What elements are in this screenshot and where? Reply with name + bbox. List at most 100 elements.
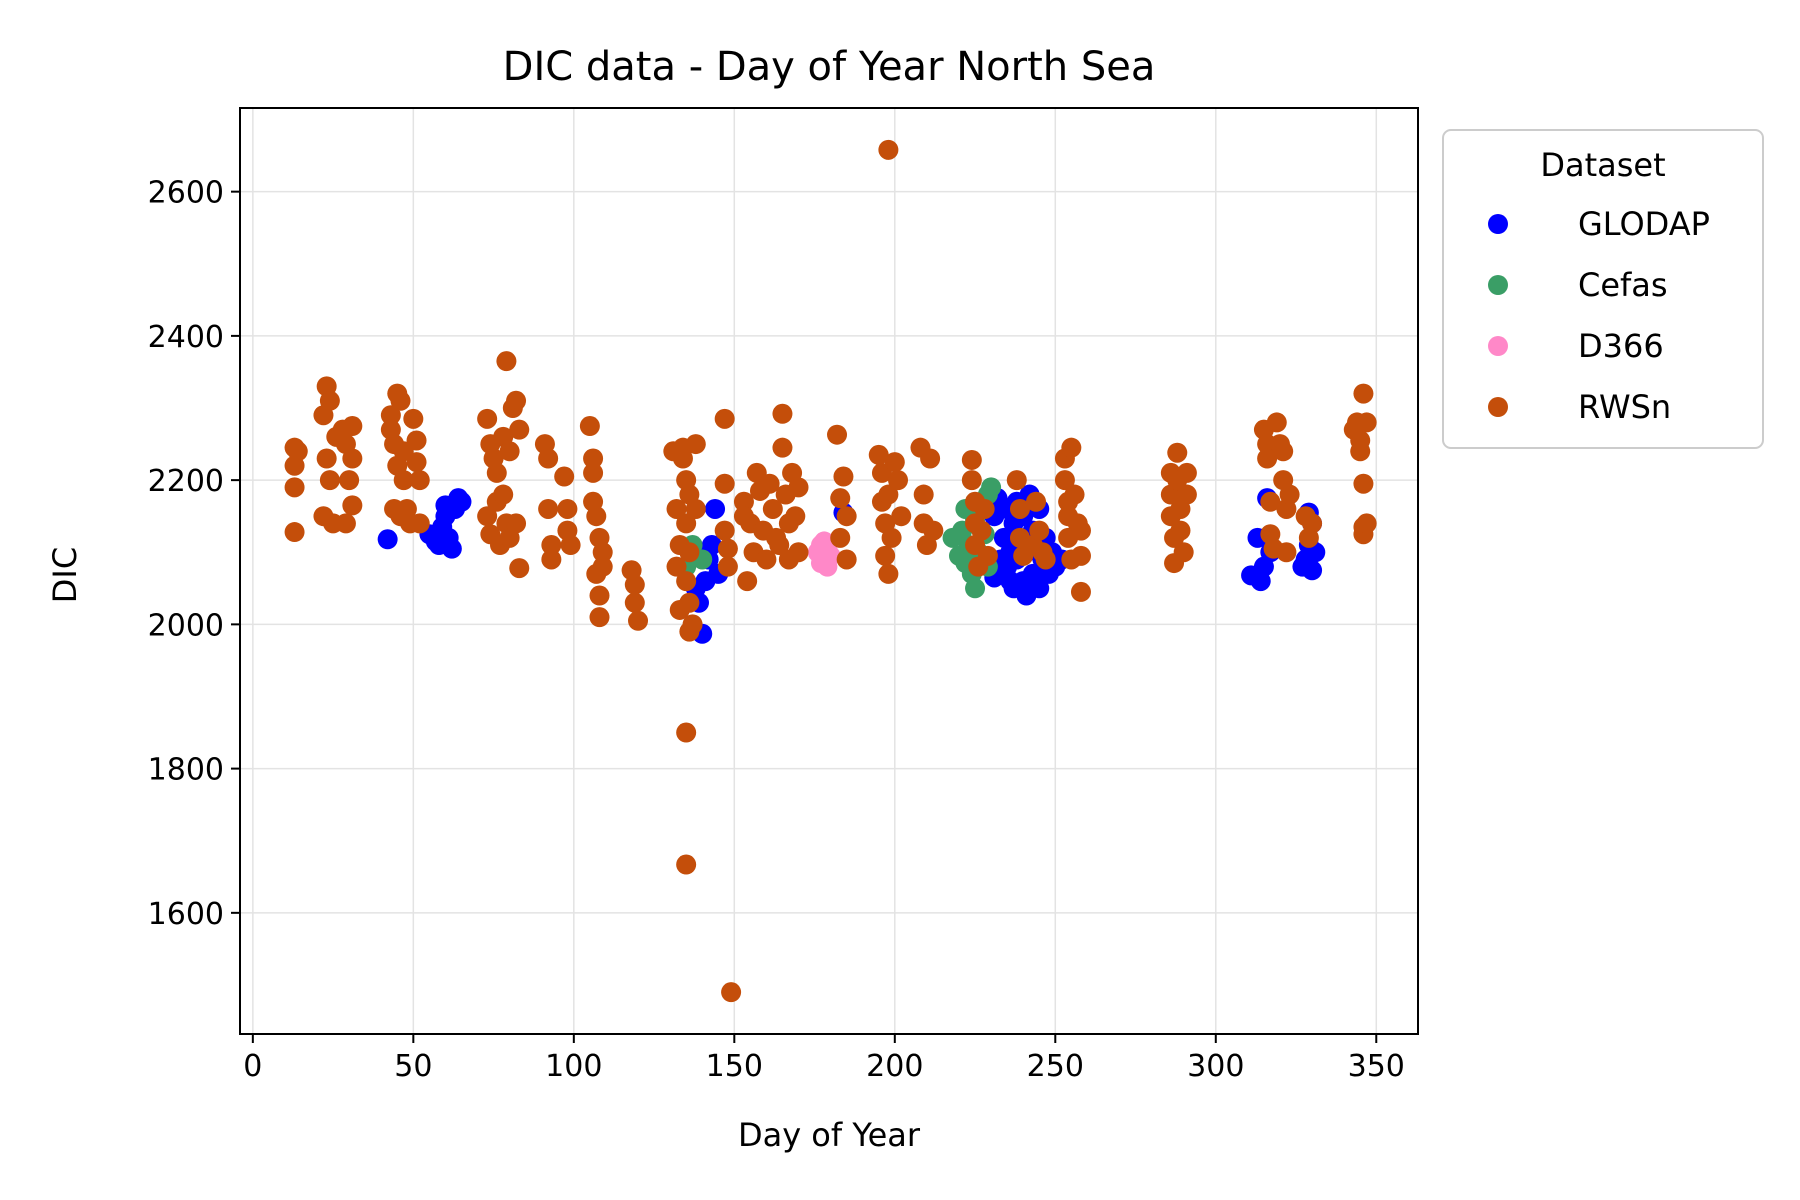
data-point-rwsn [1353, 383, 1374, 404]
legend-marker-cefas [1488, 275, 1508, 295]
data-point-rwsn [714, 408, 735, 429]
data-point-rwsn [1266, 412, 1287, 433]
data-point-rwsn [509, 419, 530, 440]
data-point-rwsn [785, 506, 806, 527]
data-point-rwsn [406, 430, 427, 451]
data-point-rwsn [393, 470, 414, 491]
data-point-rwsn [554, 466, 575, 487]
data-point-rwsn [961, 449, 982, 470]
data-point-rwsn [477, 506, 498, 527]
plot-frame [239, 107, 1419, 1035]
data-point-rwsn [1353, 473, 1374, 494]
data-point-rwsn [1260, 491, 1281, 512]
data-point-rwsn [676, 571, 697, 592]
data-point-rwsn [1173, 542, 1194, 563]
data-point-rwsn [923, 520, 944, 541]
data-point-rwsn [920, 448, 941, 469]
data-point-rwsn [1054, 470, 1075, 491]
data-point-rwsn [284, 522, 305, 543]
data-point-rwsn [409, 513, 430, 534]
data-point-rwsn [974, 498, 995, 519]
data-point-rwsn [888, 470, 909, 491]
data-point-rwsn [759, 473, 780, 494]
data-point-rwsn [1035, 549, 1056, 570]
data-point-rwsn [676, 854, 697, 875]
data-point-rwsn [676, 513, 697, 534]
data-point-rwsn [1029, 520, 1050, 541]
data-point-rwsn [1302, 513, 1323, 534]
data-point-rwsn [335, 513, 356, 534]
data-point-rwsn [592, 556, 613, 577]
data-point-rwsn [714, 520, 735, 541]
data-point-rwsn [409, 470, 430, 491]
data-point-rwsn [875, 545, 896, 566]
data-point-rwsn [592, 542, 613, 563]
data-point-rwsn [380, 405, 401, 426]
data-point-rwsn [1176, 462, 1197, 483]
data-point-rwsn [586, 506, 607, 527]
data-point-rwsn [717, 538, 738, 559]
x-tick-label: 350 [1348, 1049, 1405, 1084]
data-point-rwsn [589, 585, 610, 606]
data-point-cefas [965, 578, 986, 599]
x-axis-label: Day of Year [738, 1116, 921, 1154]
legend-marker-d366 [1488, 336, 1508, 356]
data-point-rwsn [830, 527, 851, 548]
grid-layer [240, 108, 1418, 1034]
data-point-glodap [377, 529, 398, 550]
data-point-rwsn [284, 477, 305, 498]
data-point-rwsn [499, 441, 520, 462]
data-point-rwsn [833, 466, 854, 487]
data-point-rwsn [1064, 484, 1085, 505]
legend-title: Dataset [1540, 146, 1665, 184]
data-point-rwsn [493, 484, 514, 505]
legend-label-glodap: GLODAP [1578, 205, 1710, 243]
data-point-rwsn [1356, 513, 1377, 534]
data-point-rwsn [1356, 412, 1377, 433]
data-point-rwsn [319, 470, 340, 491]
y-tick-label: 2600 [148, 176, 224, 211]
legend-entries: GLODAP Cefas D366 RWSn [1488, 205, 1710, 426]
data-point-rwsn [1070, 581, 1091, 602]
y-tick-label: 1800 [148, 753, 224, 788]
data-point-rwsn [342, 448, 363, 469]
data-point-glodap [1029, 578, 1050, 599]
data-point-rwsn [1170, 520, 1191, 541]
y-tick-label: 2400 [148, 320, 224, 355]
y-tick-label: 2000 [148, 608, 224, 643]
data-point-rwsn [721, 982, 742, 1003]
data-point-rwsn [756, 549, 777, 570]
data-point-rwsn [1176, 484, 1197, 505]
legend-label-cefas: Cefas [1578, 266, 1668, 304]
x-tick-label: 50 [394, 1049, 432, 1084]
legend-marker-rwsn [1488, 397, 1508, 417]
data-point-rwsn [878, 563, 899, 584]
y-axis-label: DIC [46, 547, 84, 603]
data-point-rwsn [788, 477, 809, 498]
data-point-rwsn [1257, 448, 1278, 469]
data-point-rwsn [560, 535, 581, 556]
data-point-rwsn [772, 403, 793, 424]
data-point-cefas [981, 477, 1002, 498]
data-point-rwsn [1006, 470, 1027, 491]
x-tick-label: 100 [545, 1049, 602, 1084]
data-point-rwsn [477, 408, 498, 429]
data-point-rwsn [390, 390, 411, 411]
data-point-rwsn [666, 498, 687, 519]
data-point-rwsn [836, 549, 857, 570]
data-point-rwsn [714, 473, 735, 494]
legend: Dataset GLODAP Cefas D366 RWSn [1442, 129, 1764, 449]
data-point-rwsn [762, 498, 783, 519]
data-point-rwsn [1009, 498, 1030, 519]
data-point-rwsn [1167, 442, 1188, 463]
data-point-rwsn [878, 484, 899, 505]
data-point-rwsn [769, 535, 790, 556]
data-point-glodap [1302, 560, 1323, 581]
data-point-rwsn [342, 416, 363, 437]
data-point-rwsn [624, 574, 645, 595]
data-point-rwsn [878, 139, 899, 160]
legend-label-rwsn: RWSn [1578, 388, 1671, 426]
legend-marker-glodap [1488, 214, 1508, 234]
x-tick-label: 0 [243, 1049, 262, 1084]
data-point-rwsn [676, 722, 697, 743]
